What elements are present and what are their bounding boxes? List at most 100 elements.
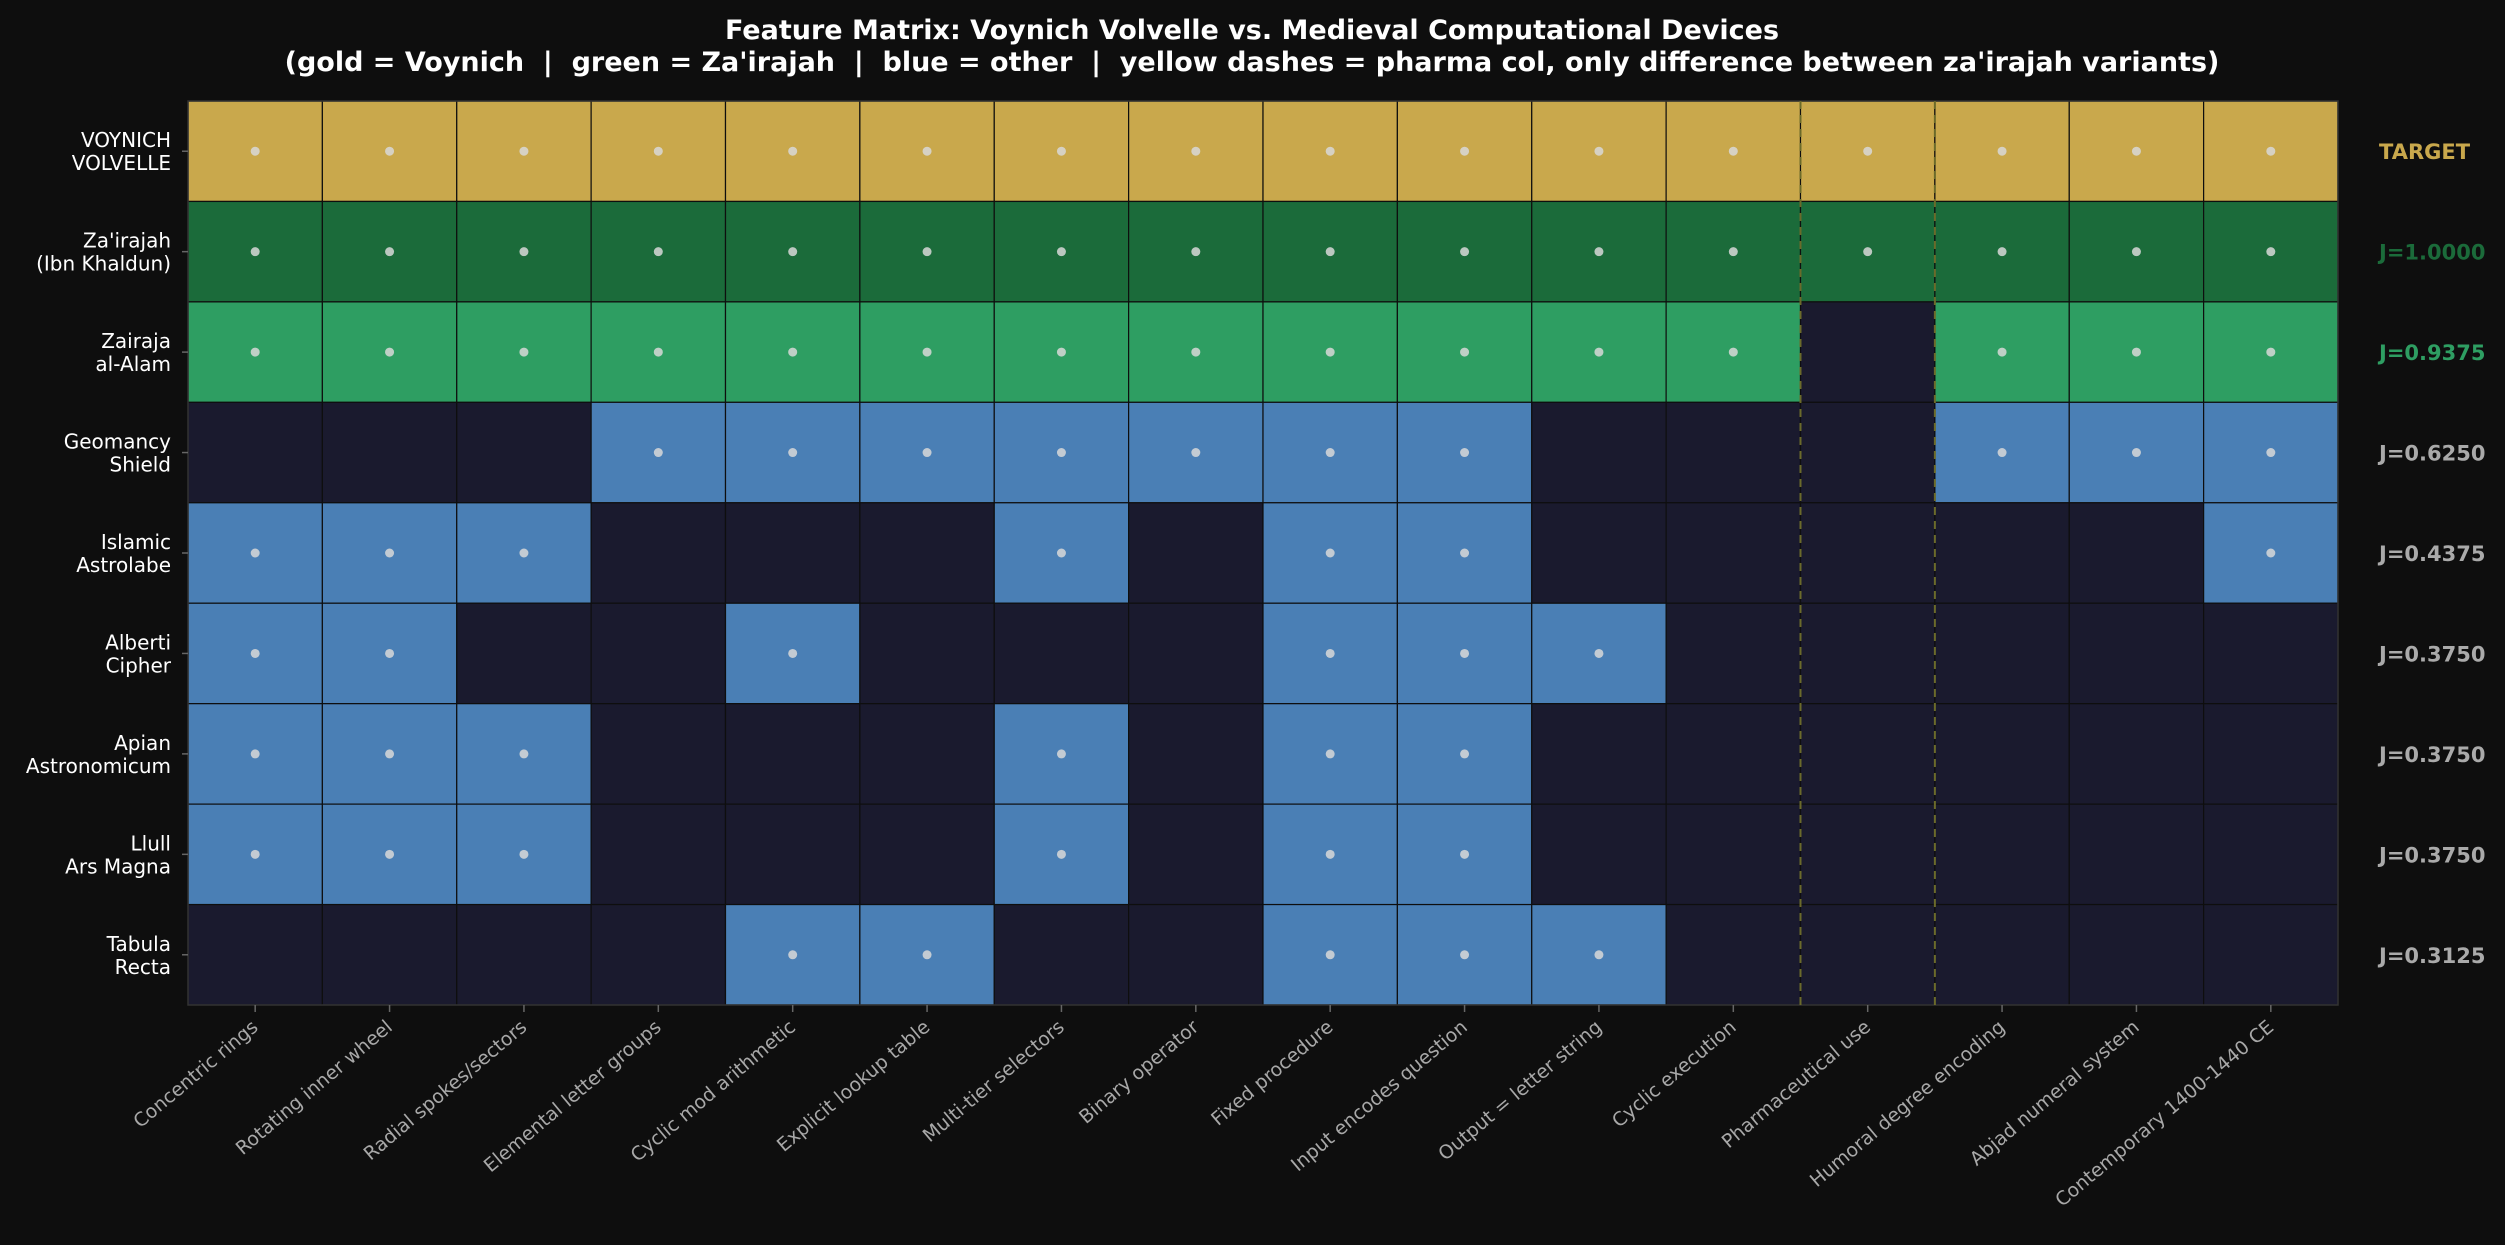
cell-dot [1997, 448, 2007, 458]
matrix-row [187, 401, 2339, 504]
matrix-cell [724, 502, 861, 604]
matrix-cell [1665, 502, 1802, 604]
matrix-cell [1665, 401, 1802, 504]
row-label: Llull Ars Magna [65, 831, 171, 878]
row-label-line: Astrolabe [76, 553, 171, 577]
matrix-cell [1799, 803, 1936, 906]
cell-dot [385, 146, 395, 156]
cell-dot [1594, 950, 1604, 960]
row-label-line: Cipher [106, 653, 172, 677]
row-label-line: (Ibn Khaldun) [36, 252, 171, 276]
row-label: VOYNICH VOLVELLE [72, 128, 171, 175]
cell-dot [2131, 347, 2141, 357]
matrix-cell [1665, 803, 1802, 906]
cell-dot [385, 247, 395, 257]
cell-dot [1056, 247, 1066, 257]
cell-dot [922, 950, 932, 960]
cell-dot [1056, 548, 1066, 558]
cell-dot [1325, 146, 1335, 156]
row-label-line: Apian [114, 731, 171, 755]
cell-dot [385, 347, 395, 357]
cell-dot [1056, 849, 1066, 859]
matrix-cell [724, 803, 861, 906]
row-label: Apian Astronomicum [26, 731, 171, 778]
cell-dot [1728, 347, 1738, 357]
cell-dot [385, 648, 395, 658]
cell-dot [1325, 247, 1335, 257]
matrix-cell [590, 502, 727, 604]
matrix-cell [456, 602, 592, 705]
matrix-cell [993, 903, 1130, 1006]
matrix-cell [859, 602, 995, 705]
cell-dot [1460, 749, 1470, 759]
cell-dot [1325, 749, 1335, 759]
row-label-line: Shield [110, 453, 171, 477]
matrix-row [187, 301, 2339, 403]
matrix-cell [1531, 401, 1667, 504]
row-label-line: Geomancy [64, 430, 171, 454]
cell-dot [1191, 146, 1201, 156]
cell-dot [1863, 146, 1873, 156]
matrix-row [187, 602, 2339, 705]
matrix-cell [1799, 502, 1936, 604]
row-label-line: Recta [115, 955, 171, 979]
row-label-line: Llull [131, 831, 172, 855]
matrix-grid [187, 100, 2339, 1006]
cell-dot [1997, 347, 2007, 357]
cell-dot [2131, 247, 2141, 257]
matrix-cell [1665, 903, 1802, 1006]
matrix-cell [2203, 903, 2339, 1006]
cell-dot [2266, 146, 2276, 156]
cell-dot [250, 548, 260, 558]
cell-dot [519, 548, 529, 558]
row-label-line: Za'irajah [83, 229, 171, 253]
cell-dot [1056, 347, 1066, 357]
matrix-cell [1934, 602, 2070, 705]
cell-dot [1460, 247, 1470, 257]
score-label: J=1.0000 [2377, 241, 2485, 265]
matrix-cell [1934, 703, 2070, 805]
cell-dot [1191, 347, 1201, 357]
cell-dot [922, 247, 932, 257]
matrix-cell [1799, 401, 1936, 504]
score-label: J=0.9375 [2377, 341, 2485, 365]
matrix-cell [187, 401, 323, 504]
cell-dot [1460, 347, 1470, 357]
matrix-cell [1665, 602, 1802, 705]
row-label: Alberti Cipher [105, 630, 172, 677]
matrix-cell [1799, 602, 1936, 705]
cell-dot [653, 247, 663, 257]
cell-dot [922, 448, 932, 458]
cell-dot [1594, 648, 1604, 658]
cell-dot [519, 347, 529, 357]
matrix-cell [2068, 502, 2205, 604]
cell-dot [1863, 247, 1873, 257]
row-label-line: Alberti [105, 630, 171, 654]
chart-subtitle: (gold = Voynich | green = Za'irajah | bl… [285, 47, 2220, 78]
matrix-cell [1531, 703, 1667, 805]
cell-dot [385, 749, 395, 759]
cell-dot [1325, 950, 1335, 960]
matrix-cell [590, 803, 727, 906]
cell-dot [2266, 548, 2276, 558]
cell-dot [519, 849, 529, 859]
cell-dot [1460, 448, 1470, 458]
row-label-line: Islamic [101, 530, 171, 554]
chart-title: Feature Matrix: Voynich Volvelle vs. Med… [725, 15, 1779, 46]
cell-dot [1191, 448, 1201, 458]
cell-dot [922, 146, 932, 156]
row-label: Tabula Recta [106, 932, 171, 979]
matrix-cell [1128, 502, 1264, 604]
matrix-cell [2068, 703, 2205, 805]
cell-dot [250, 247, 260, 257]
matrix-cell [1799, 703, 1936, 805]
score-labels: TARGET J=1.0000 J=0.9375 J=0.6250 J=0.4375 J=… [2377, 140, 2485, 968]
matrix-row [187, 803, 2339, 906]
row-label-line: Astronomicum [26, 754, 171, 778]
row-label-line: Tabula [106, 932, 171, 956]
matrix-cell [321, 903, 458, 1006]
matrix-cell [456, 903, 592, 1006]
matrix-row [187, 502, 2339, 604]
cell-dot [788, 247, 798, 257]
cell-dot [922, 347, 932, 357]
